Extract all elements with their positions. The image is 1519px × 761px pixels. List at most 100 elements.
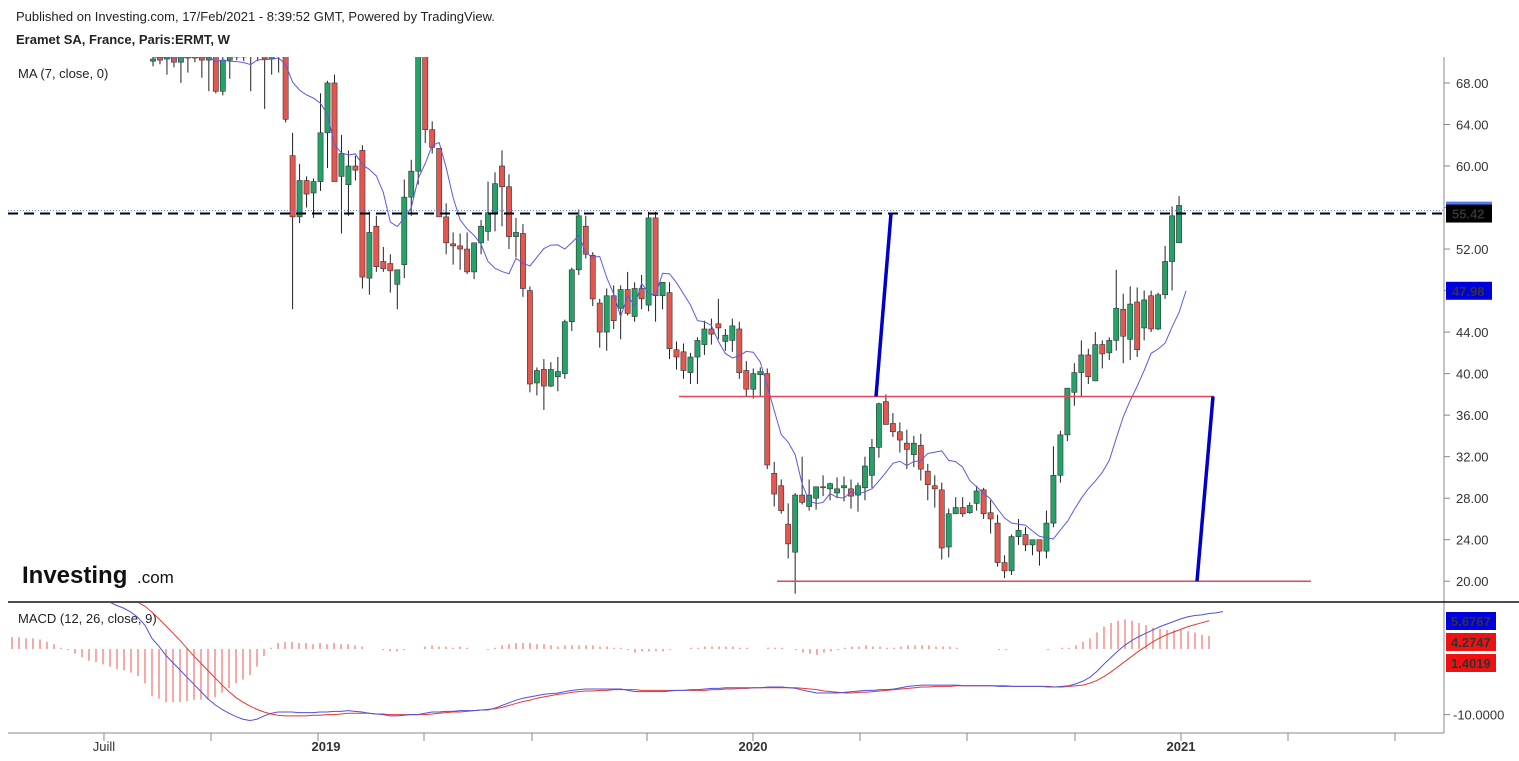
candle-down — [917, 444, 924, 470]
candle-down — [931, 485, 938, 490]
candle-down — [889, 423, 896, 433]
candle-up — [792, 494, 799, 553]
candle-down — [540, 369, 547, 387]
candle-up — [324, 82, 331, 134]
logo-suffix: .com — [137, 568, 174, 587]
candle-up — [1113, 307, 1120, 341]
candle-up — [317, 132, 324, 182]
candle-down — [450, 243, 457, 247]
candle-up — [1064, 387, 1071, 436]
candle-up — [1169, 215, 1175, 262]
y-tick-label: 44.00 — [1456, 325, 1489, 340]
candle-down — [896, 431, 903, 441]
candle-up — [701, 328, 708, 345]
candle-up — [631, 288, 638, 317]
candle-up — [827, 483, 833, 490]
candle-up — [1092, 344, 1099, 382]
candle-up — [841, 485, 847, 489]
candle-up — [150, 58, 156, 62]
candle-up — [240, 57, 247, 58]
price-pane — [150, 52, 1187, 594]
macd-line — [110, 603, 1224, 722]
candle-up — [338, 153, 345, 177]
candle-down — [771, 472, 778, 495]
logo-word: Investing — [22, 562, 127, 589]
candle-up — [1071, 372, 1078, 393]
macd-indicator-label: MACD (12, 26, close, 9) — [18, 611, 157, 626]
y-tick-label: 32.00 — [1456, 450, 1489, 465]
macd-label-box — [1446, 654, 1496, 672]
candle-up — [813, 486, 819, 499]
ma-indicator-label: MA (7, close, 0) — [18, 66, 108, 81]
macd-label-box — [1446, 633, 1496, 651]
macd-label-text: 1.4019 — [1451, 656, 1491, 671]
candle-up — [471, 242, 477, 273]
candle-down — [924, 470, 931, 485]
candle-up — [687, 356, 694, 373]
candle-up — [945, 513, 952, 548]
candle-down — [624, 289, 631, 314]
candle-down — [422, 57, 429, 130]
candle-down — [994, 522, 1001, 563]
candle-down — [464, 248, 470, 273]
candle-up — [415, 57, 422, 172]
candle-down — [276, 52, 281, 56]
candle-down — [959, 507, 966, 515]
candle-up — [575, 215, 582, 271]
candle-down — [666, 292, 673, 350]
x-tick-label: 2020 — [739, 739, 768, 754]
candle-up — [659, 281, 666, 297]
candle-down — [778, 485, 785, 511]
chart-symbol-title: Eramet SA, France, Paris:ERMT, W — [16, 32, 230, 47]
candle-down — [736, 328, 743, 373]
x-tick-label: 2021 — [1167, 739, 1196, 754]
candle-down — [715, 323, 722, 329]
price-label-text: 47.98 — [1452, 284, 1485, 299]
candle-up — [876, 403, 882, 448]
candle-up — [255, 53, 260, 56]
candle-down — [157, 57, 163, 61]
candle-up — [554, 371, 561, 378]
macd-label-box — [1446, 612, 1496, 630]
candle-up — [645, 217, 652, 306]
candle-up — [750, 373, 757, 390]
candle-down — [506, 186, 512, 237]
candle-down — [499, 165, 505, 188]
y-tick-label: 24.00 — [1456, 533, 1489, 548]
candle-down — [799, 494, 806, 503]
candle-down — [387, 263, 394, 272]
candle-up — [533, 370, 540, 384]
candle-up — [178, 57, 184, 63]
candle-down — [596, 302, 603, 333]
x-tick-label: Juill — [93, 739, 116, 754]
y-tick-label: 20.00 — [1456, 574, 1489, 589]
macd-signal-line — [138, 603, 1210, 717]
candle-down — [289, 155, 296, 218]
x-tick-label: 2019 — [312, 739, 341, 754]
candle-up — [1050, 475, 1057, 524]
candle-up — [366, 232, 373, 279]
candle-down — [1022, 534, 1029, 546]
candle-up — [1029, 539, 1036, 546]
candle-up — [1155, 294, 1162, 330]
candle-down — [638, 288, 645, 300]
price-label-text: 55.42 — [1452, 207, 1485, 222]
candle-down — [980, 489, 987, 515]
y-tick-label: 40.00 — [1456, 367, 1489, 382]
candle-down — [198, 57, 205, 61]
candle-up — [478, 225, 484, 244]
candle-down — [436, 148, 443, 218]
candle-up — [729, 325, 736, 341]
candle-up — [757, 371, 764, 375]
candle-down — [652, 217, 659, 297]
candle-up — [1008, 536, 1015, 572]
candle-down — [1148, 295, 1155, 330]
candle-up — [226, 57, 233, 61]
macd-label-text: 4.2747 — [1451, 635, 1491, 650]
candle-down — [457, 245, 464, 250]
price-label-box — [1446, 281, 1492, 300]
y-tick-label: 64.00 — [1456, 117, 1489, 132]
candle-down — [987, 512, 994, 520]
candle-down — [233, 57, 240, 58]
